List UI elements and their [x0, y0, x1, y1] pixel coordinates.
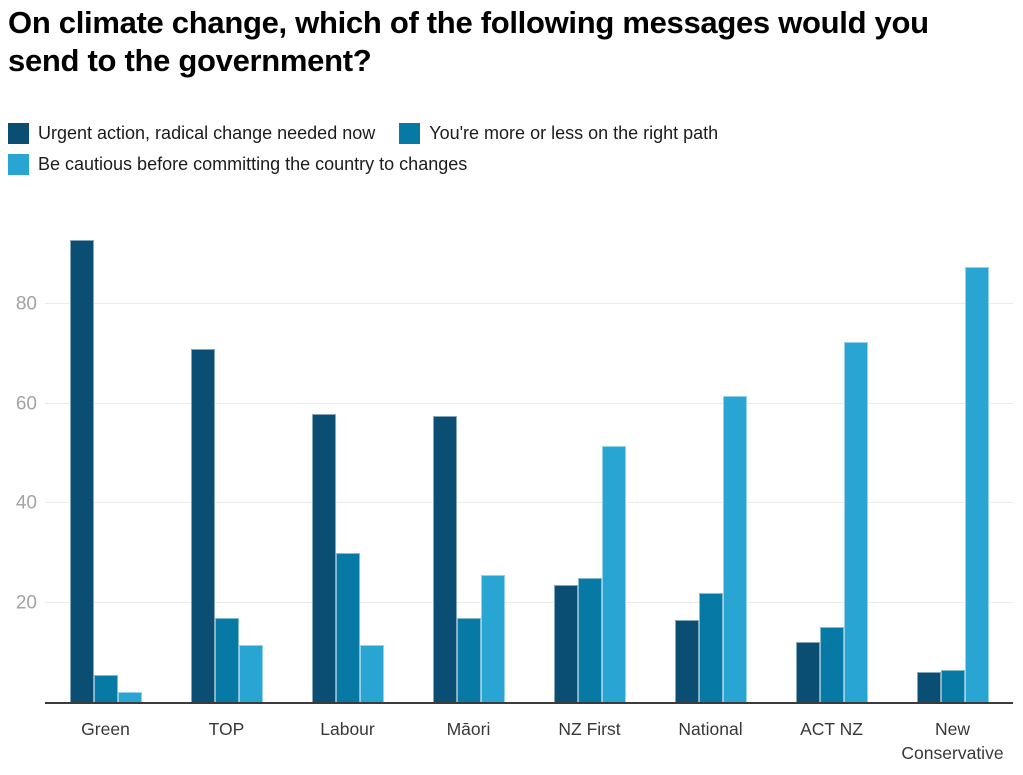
- bar-group-top: [166, 215, 287, 702]
- legend-label: Be cautious before committing the countr…: [38, 154, 468, 174]
- chart-title: On climate change, which of the followin…: [8, 5, 929, 78]
- bar-group-act-nz: [771, 215, 892, 702]
- bar-māori-series-2: [456, 617, 481, 702]
- bar-green-series-3: [117, 692, 142, 702]
- bar-group-labour: [287, 215, 408, 702]
- y-tick-label: 60: [15, 393, 37, 415]
- category-label-national: National: [678, 719, 743, 739]
- bar-act-nz-series-2: [819, 627, 844, 702]
- gridline-20: [45, 601, 1013, 603]
- y-tick-label: 20: [15, 592, 37, 614]
- legend-item-you-re: You're more or less on the right path: [399, 123, 718, 144]
- bar-nz-first-series-2: [577, 577, 602, 702]
- bar-national-series-2: [698, 592, 723, 702]
- category-label-top: TOP: [208, 719, 245, 739]
- plot-area: [45, 215, 1013, 704]
- y-tick-label: 80: [15, 293, 37, 315]
- category-label-new-conservative: New Conservative: [901, 719, 1004, 763]
- legend-swatch: [8, 154, 29, 175]
- y-tick-label: 40: [15, 492, 37, 514]
- bar-nz-first-series-1: [553, 585, 578, 702]
- bar-labour-series-1: [311, 413, 336, 702]
- bar-group-national: [650, 215, 771, 702]
- legend-item-urgent-action: Urgent action, radical change needed now: [8, 123, 375, 144]
- bar-national-series-1: [674, 620, 699, 702]
- bar-green-series-1: [69, 239, 94, 702]
- bar-group-green: [45, 215, 166, 702]
- category-label-māori: Māori: [446, 719, 491, 739]
- bar-new-conservative-series-2: [940, 669, 965, 702]
- gridline-60: [45, 402, 1013, 404]
- legend-swatch: [8, 123, 29, 144]
- bar-act-nz-series-1: [795, 642, 820, 702]
- bar-new-conservative-series-1: [916, 672, 941, 702]
- bar-top-series-3: [238, 644, 263, 702]
- legend-label: Urgent action, radical change needed now: [38, 123, 376, 143]
- gridline-40: [45, 502, 1013, 504]
- bar-top-series-2: [214, 617, 239, 702]
- x-axis-labels: Green TOP Labour Māori NZ First National ACT N…: [45, 717, 1013, 765]
- category-label-nz-first: NZ First: [558, 719, 621, 739]
- bar-act-nz-series-3: [843, 341, 868, 702]
- bar-group-nz-first: [529, 215, 650, 702]
- legend: Urgent action, radical change needed now…: [8, 123, 848, 175]
- bar-labour-series-3: [359, 644, 384, 702]
- bar-māori-series-1: [432, 416, 457, 702]
- bar-groups: [45, 215, 1013, 702]
- category-label-act-nz: ACT NZ: [800, 719, 863, 739]
- bar-new-conservative-series-3: [964, 267, 989, 702]
- x-axis-line: [45, 702, 1013, 704]
- bar-national-series-3: [722, 396, 747, 702]
- bar-group-māori: [408, 215, 529, 702]
- gridline-80: [45, 303, 1013, 305]
- legend-label: You're more or less on the right path: [429, 123, 719, 143]
- bar-green-series-2: [93, 674, 118, 702]
- bar-māori-series-3: [480, 575, 505, 702]
- category-label-green: Green: [81, 719, 130, 739]
- bar-nz-first-series-3: [601, 446, 626, 702]
- bar-group-new-conservative: [892, 215, 1013, 702]
- category-label-labour: Labour: [320, 719, 375, 739]
- bar-labour-series-2: [335, 552, 360, 702]
- y-axis: 20 40 60 80: [0, 215, 37, 702]
- legend-item-be-cautious: Be cautious before committing the countr…: [8, 154, 467, 175]
- legend-swatch: [399, 123, 421, 144]
- bar-top-series-1: [190, 349, 215, 702]
